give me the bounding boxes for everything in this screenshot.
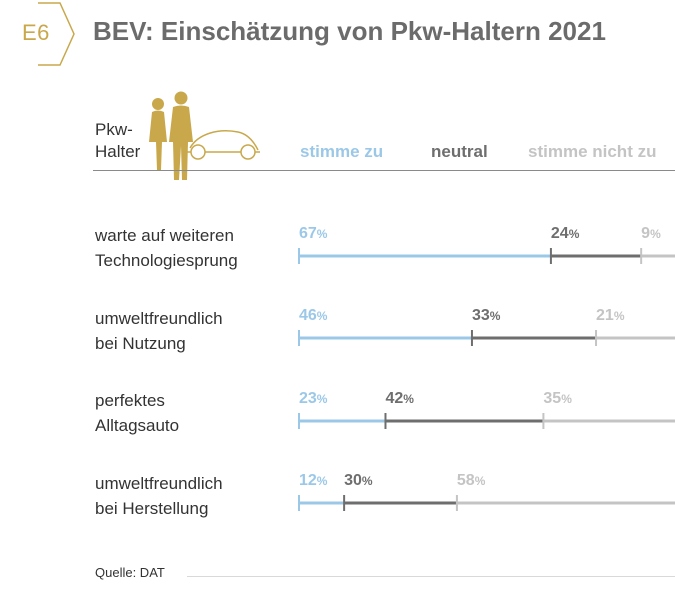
row-label-3: perfektes Alltagsauto <box>95 388 179 438</box>
holder-label: Pkw- Halter <box>95 119 140 163</box>
row-label-4-line2: bei Herstellung <box>95 499 209 518</box>
row-label-4: umweltfreundlich bei Herstellung <box>95 471 223 521</box>
chapter-badge-shape <box>38 2 75 66</box>
chapter-badge: E6 <box>22 20 50 45</box>
value-label-r2-agree: 46% <box>299 307 328 324</box>
chart-title: BEV: Einschätzung von Pkw-Haltern 2021 <box>93 16 606 46</box>
legend-neutral: neutral <box>431 142 488 161</box>
legend-agree: stimme zu <box>300 142 384 161</box>
value-label-r1-agree: 67% <box>299 225 328 242</box>
value-label-r1-disagree: 9% <box>641 225 661 242</box>
row-label-2-line2: bei Nutzung <box>95 334 186 353</box>
row-label-1-line1: warte auf weiteren <box>95 226 234 245</box>
footer-divider <box>187 576 675 577</box>
value-label-r4-neutral: 30% <box>344 472 373 489</box>
header-divider <box>93 170 675 171</box>
value-label-r4-disagree: 58% <box>456 472 486 489</box>
value-label-r4-agree: 12% <box>299 472 328 489</box>
row-label-1: warte auf weiteren Technologiesprung <box>95 223 238 273</box>
holder-label-line2: Halter <box>95 142 141 161</box>
legend-disagree: stimme nicht zu <box>528 142 657 161</box>
people-car-icon <box>149 91 260 180</box>
row-label-2-line1: umweltfreundlich <box>95 309 223 328</box>
row-label-2: umweltfreundlich bei Nutzung <box>95 306 223 356</box>
value-label-r3-neutral: 42% <box>385 390 414 407</box>
value-label-r2-disagree: 21% <box>596 307 625 324</box>
source-note: Quelle: DAT <box>95 565 165 580</box>
row-label-3-line1: perfektes <box>95 391 165 410</box>
value-label-r3-disagree: 35% <box>543 390 572 407</box>
holder-label-line1: Pkw- <box>95 120 133 139</box>
value-label-r1-neutral: 24% <box>550 225 580 242</box>
value-label-r3-agree: 23% <box>299 390 328 407</box>
row-label-3-line2: Alltagsauto <box>95 416 180 435</box>
row-label-1-line2: Technologiesprung <box>95 251 238 270</box>
row-label-4-line1: umweltfreundlich <box>95 474 223 493</box>
value-label-r2-neutral: 33% <box>471 307 501 324</box>
